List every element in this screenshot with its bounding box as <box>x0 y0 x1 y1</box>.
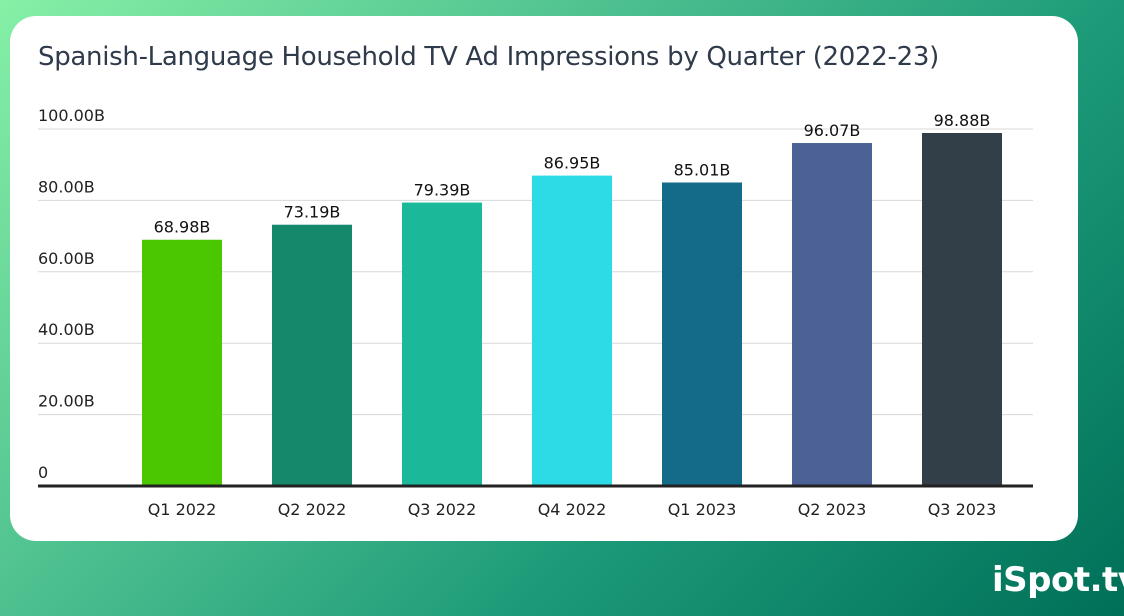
y-tick-label: 100.00B <box>38 106 105 125</box>
chart-title: Spanish-Language Household TV Ad Impress… <box>38 42 939 72</box>
bar <box>662 182 742 487</box>
y-tick-label: 80.00B <box>38 177 95 196</box>
data-label: 96.07B <box>804 121 861 140</box>
ispot-logo: iSpot.tv <box>992 560 1124 600</box>
x-tick-label: Q1 2022 <box>148 500 217 519</box>
data-label: 86.95B <box>544 154 601 173</box>
x-tick-label: Q4 2022 <box>538 500 607 519</box>
bar <box>532 175 612 486</box>
y-tick-label: 20.00B <box>38 392 95 411</box>
y-tick-label: 40.00B <box>38 320 95 339</box>
bar <box>272 224 352 486</box>
data-label: 98.88B <box>934 111 991 130</box>
data-label: 68.98B <box>154 218 211 237</box>
y-tick-label: 60.00B <box>38 249 95 268</box>
y-tick-label: 0 <box>38 463 48 482</box>
bar <box>922 132 1002 486</box>
x-tick-label: Q3 2022 <box>408 500 477 519</box>
data-label: 79.39B <box>414 181 471 200</box>
x-tick-label: Q3 2023 <box>928 500 997 519</box>
bar <box>142 239 222 486</box>
data-label: 73.19B <box>284 203 341 222</box>
x-tick-label: Q2 2023 <box>798 500 867 519</box>
bar <box>792 143 872 487</box>
bar <box>402 202 482 486</box>
x-tick-label: Q1 2023 <box>668 500 737 519</box>
x-tick-label: Q2 2022 <box>278 500 347 519</box>
data-label: 85.01B <box>674 161 731 180</box>
